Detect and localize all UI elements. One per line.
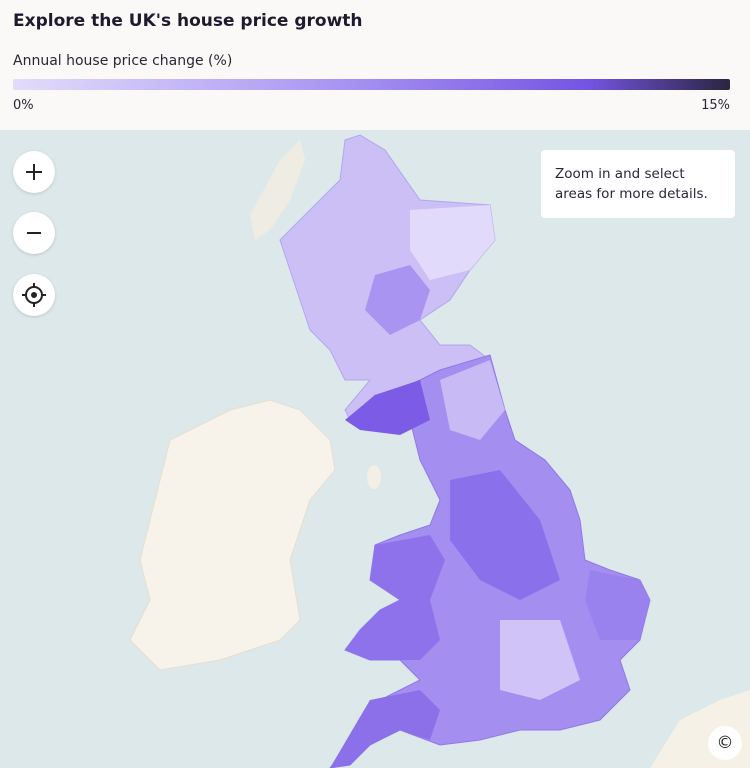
header: Explore the UK's house price growth Annu… (0, 0, 750, 130)
locate-icon (22, 283, 46, 307)
isle-of-man (367, 465, 381, 489)
zoom-out-button[interactable] (13, 212, 55, 254)
attribution-button[interactable]: © (708, 726, 742, 760)
legend-gradient (13, 79, 730, 90)
london-area (500, 620, 580, 700)
tooltip: Zoom in and select areas for more detail… (541, 150, 735, 218)
wales (345, 535, 445, 660)
title: Explore the UK's house price growth (13, 11, 363, 31)
map (129, 134, 750, 768)
legend-title: Annual house price change (%) (13, 53, 233, 69)
legend-max: 15% (701, 98, 730, 113)
grampian (410, 205, 495, 280)
zoom-in-button[interactable] (13, 151, 55, 193)
hebrides (250, 140, 305, 240)
dumfries (345, 380, 430, 435)
plus-icon (26, 164, 42, 180)
locate-button[interactable] (13, 274, 55, 316)
minus-icon (27, 232, 41, 234)
midlands (450, 470, 560, 600)
legend-min: 0% (13, 98, 34, 113)
north-east (440, 360, 505, 440)
south-west (330, 690, 440, 768)
east-anglia (585, 570, 650, 640)
ireland (129, 399, 336, 671)
highland-area (365, 265, 430, 335)
